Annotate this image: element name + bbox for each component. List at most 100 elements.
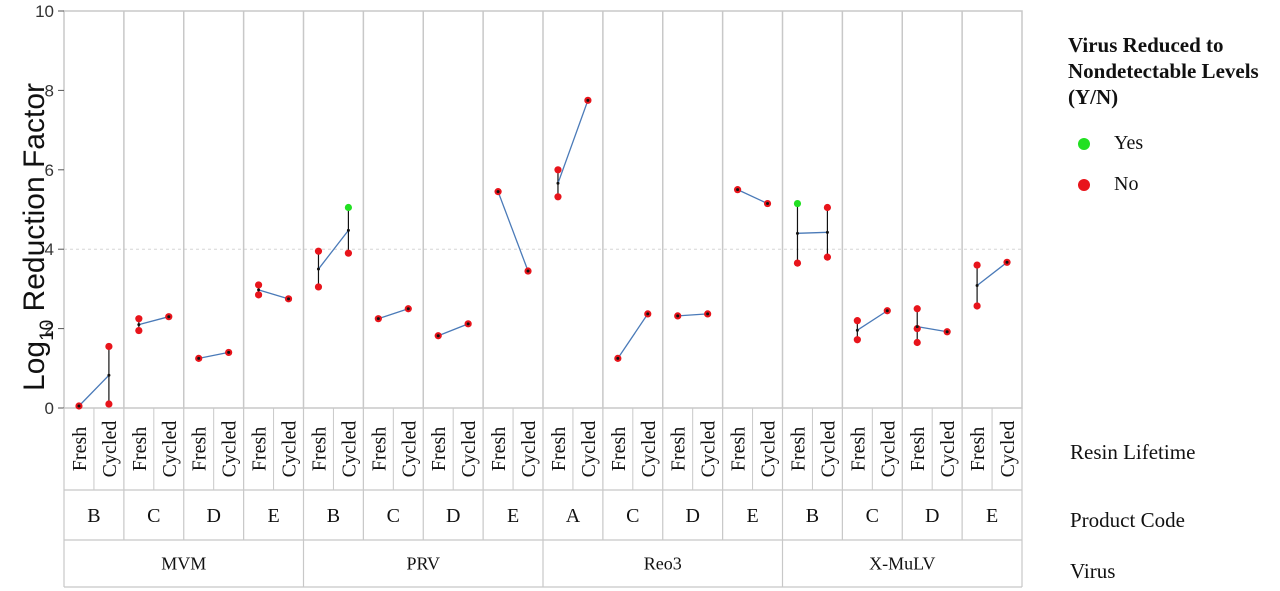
y-tick-label: 2 (45, 320, 54, 339)
lifetime-label-cycled: Cycled (159, 421, 181, 478)
lifetime-label-fresh: Fresh (907, 427, 929, 471)
row-label-resin-lifetime: Resin Lifetime (1070, 440, 1196, 464)
product-code-label: C (626, 505, 639, 527)
product-code-label: C (147, 505, 160, 527)
y-tick-label: 8 (45, 81, 54, 100)
data-point-cycled (105, 400, 113, 408)
mean-marker-cycled (1005, 260, 1009, 264)
mean-connect-line (378, 308, 409, 320)
y-tick-label: 4 (45, 240, 54, 259)
lifetime-label-fresh: Fresh (428, 427, 450, 471)
data-point-cycled (344, 249, 353, 257)
data-point-fresh (135, 315, 143, 323)
mean-connect-line (976, 261, 1008, 287)
product-code-label: E (267, 505, 279, 527)
variability-chart: 0 2 4 6 8 10 Fresh Cycled B Fresh Cycled C Fresh Cyc… (18, 2, 1023, 588)
mean-connect-line (138, 316, 169, 326)
product-code-label: D (925, 505, 939, 527)
row-label-virus: Virus (1070, 559, 1116, 583)
y-tick-label: 10 (35, 2, 54, 21)
mean-marker-cycled (167, 315, 171, 319)
data-point-fresh (793, 259, 802, 267)
mean-marker-fresh (376, 317, 380, 321)
mean-connect-line (497, 191, 529, 272)
data-point-fresh (913, 305, 921, 313)
product-code-label: B (327, 505, 340, 527)
lifetime-label-cycled: Cycled (758, 421, 780, 478)
chart-marks (75, 96, 1011, 410)
data-point-cycled (823, 253, 832, 261)
lifetime-label-fresh: Fresh (847, 427, 869, 471)
lifetime-label-fresh: Fresh (308, 427, 330, 471)
lifetime-label-fresh: Fresh (608, 427, 630, 471)
mean-marker-cycled (586, 98, 590, 102)
product-code-label: E (746, 505, 758, 527)
data-point-fresh (853, 336, 861, 344)
data-point-fresh (973, 302, 981, 310)
mean-marker-fresh (795, 231, 799, 235)
mean-connect-line (437, 323, 469, 337)
mean-marker-cycled (646, 312, 650, 316)
mean-marker-fresh (137, 323, 141, 327)
mean-marker-cycled (945, 330, 949, 334)
lifetime-label-cycled: Cycled (698, 421, 720, 478)
mean-connect-line (317, 229, 349, 270)
mean-marker-fresh (257, 288, 261, 292)
mean-marker-cycled (287, 297, 291, 301)
lifetime-label-cycled: Cycled (817, 421, 839, 478)
legend-item-yes: Yes (1078, 132, 1143, 155)
data-point-fresh (973, 261, 981, 269)
lifetime-label-cycled: Cycled (518, 421, 540, 478)
lifetime-label-fresh: Fresh (728, 427, 750, 471)
lifetime-label-fresh: Fresh (488, 427, 510, 471)
lifetime-label-cycled: Cycled (638, 421, 660, 478)
mean-marker-fresh (736, 188, 740, 192)
data-point-cycled (344, 203, 353, 212)
data-point-fresh (913, 325, 921, 333)
virus-label: Reo3 (644, 554, 682, 574)
mean-marker-cycled (706, 312, 710, 316)
data-point-cycled (105, 342, 113, 351)
data-point-fresh (314, 283, 323, 291)
lifetime-label-cycled: Cycled (578, 421, 600, 478)
lifetime-label-fresh: Fresh (249, 427, 271, 471)
mean-marker-fresh (676, 314, 680, 318)
mean-connect-line (78, 374, 110, 407)
product-code-label: C (866, 505, 879, 527)
lifetime-label-cycled: Cycled (219, 421, 241, 478)
data-point-fresh (554, 193, 562, 201)
y-axis: 0 2 4 6 8 10 (35, 2, 64, 418)
mean-connect-line (797, 231, 828, 234)
mean-marker-cycled (346, 228, 350, 232)
lifetime-label-fresh: Fresh (189, 427, 211, 471)
data-point-fresh (793, 199, 802, 208)
row-label-product-code: Product Code (1070, 508, 1185, 532)
data-point-fresh (314, 247, 323, 255)
mean-marker-cycled (107, 373, 111, 377)
lifetime-label-cycled: Cycled (338, 421, 360, 478)
mean-marker-cycled (825, 230, 829, 234)
mean-connect-line (677, 313, 708, 317)
y-tick-label: 0 (45, 399, 54, 418)
legend-item-no: No (1078, 173, 1138, 196)
lifetime-label-cycled: Cycled (279, 421, 301, 478)
mean-connect-line (856, 310, 888, 331)
y-tick-label: 6 (45, 161, 54, 180)
mean-connect-line (198, 351, 229, 360)
mean-marker-cycled (466, 322, 470, 326)
legend-title: Virus Reduced to Nondetectable Levels (Y… (1068, 33, 1259, 109)
product-code-label: E (986, 505, 998, 527)
legend-marker-yes (1078, 138, 1090, 151)
mean-marker-fresh (915, 325, 919, 329)
mean-marker-fresh (855, 328, 859, 332)
lifetime-label-fresh: Fresh (129, 427, 151, 471)
mean-connect-line (737, 189, 768, 205)
y-axis-label: Log10 Reduction Factor (18, 83, 58, 391)
virus-label: MVM (161, 554, 206, 574)
legend-label-yes: Yes (1114, 132, 1144, 154)
product-code-label: B (87, 505, 100, 527)
mean-connect-line (258, 289, 289, 300)
virus-label: PRV (406, 554, 440, 574)
mean-marker-cycled (406, 307, 410, 311)
product-code-label: E (507, 505, 519, 527)
